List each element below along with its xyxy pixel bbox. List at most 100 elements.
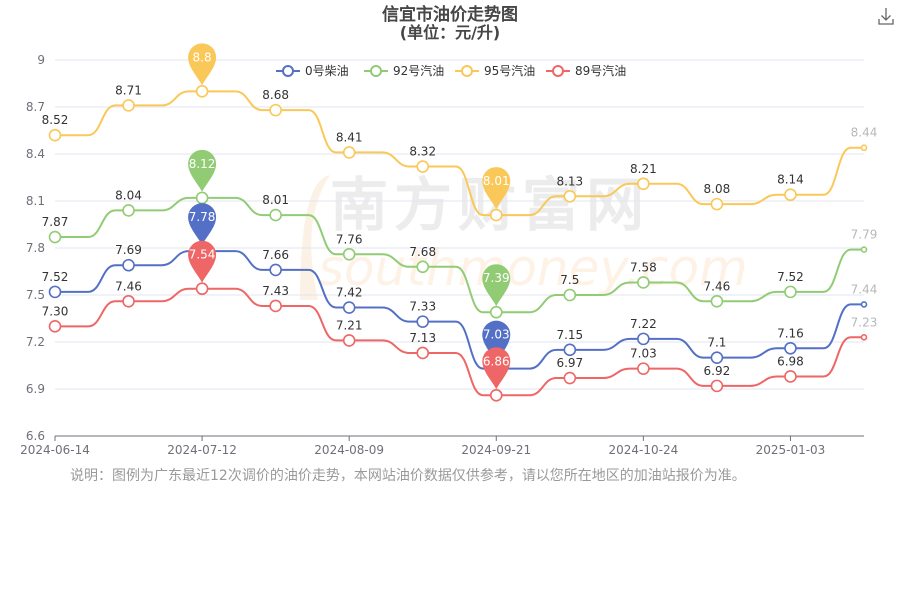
legend-marker — [552, 65, 564, 77]
data-point — [122, 258, 135, 272]
extreme-pin-label: 7.54 — [189, 248, 216, 262]
data-point — [269, 299, 282, 313]
x-tick-label: 2024-06-14 — [20, 443, 90, 457]
data-label: 8.01 — [262, 193, 289, 207]
data-point — [48, 285, 62, 299]
legend-item[interactable]: 95号汽油 — [455, 63, 535, 78]
y-tick-label: 9 — [37, 53, 45, 67]
data-labels: 7.52 7.69 7.66 7.42 7.33 7.15 7.22 7.1 7.16 7.44 7… — [42, 83, 878, 377]
data-point — [563, 371, 577, 385]
legend[interactable]: 0号柴油 92号汽油 95号汽油 89号汽油 — [276, 63, 626, 78]
chart-subtitle: (单位：元/升) — [400, 23, 500, 42]
y-tick-label: 6.6 — [26, 429, 45, 443]
data-point — [860, 144, 868, 152]
data-label: 7.46 — [704, 279, 731, 293]
data-point — [416, 160, 430, 173]
y-tick-label: 8.7 — [26, 100, 45, 114]
extreme-pin — [482, 347, 511, 390]
data-point — [489, 208, 503, 222]
extreme-pin-label: 8.12 — [189, 157, 216, 171]
data-label: 7.87 — [42, 215, 69, 229]
data-label: 7.33 — [409, 300, 436, 314]
data-point — [342, 146, 356, 159]
data-point — [710, 294, 724, 308]
download-button[interactable] — [875, 5, 897, 27]
extreme-pin-label: 6.86 — [483, 354, 510, 368]
watermark-en: southmoney.com — [318, 239, 748, 297]
data-point — [269, 103, 282, 117]
series-group — [48, 85, 868, 402]
data-label: 8.52 — [42, 113, 69, 127]
legend-item[interactable]: 89号汽油 — [546, 63, 626, 78]
extreme-pin-label: 8.8 — [193, 50, 212, 64]
series-line — [55, 90, 864, 217]
data-point — [48, 230, 62, 244]
data-label: 7.23 — [851, 315, 878, 329]
data-label: 6.98 — [777, 354, 804, 368]
data-point — [195, 282, 209, 296]
legend-marker — [370, 65, 382, 77]
extreme-pin — [482, 264, 511, 307]
legend-item[interactable]: 92号汽油 — [364, 63, 444, 78]
extreme-pin — [188, 149, 217, 192]
extreme-pin — [482, 320, 511, 363]
y-tick-label: 6.9 — [26, 382, 45, 396]
data-point — [489, 305, 503, 319]
data-label: 7.76 — [336, 232, 363, 246]
data-point — [637, 177, 650, 191]
legend-label: 95号汽油 — [484, 63, 535, 78]
data-label: 8.21 — [630, 162, 657, 176]
data-point — [860, 246, 868, 253]
data-label: 8.71 — [115, 83, 142, 97]
watermark-logo-swoosh — [300, 175, 330, 300]
data-label: 7.03 — [630, 347, 657, 361]
data-label: 7.52 — [777, 270, 804, 284]
legend-item[interactable]: 0号柴油 — [276, 64, 349, 78]
series-line-group — [48, 85, 868, 222]
data-label: 8.41 — [336, 130, 363, 144]
data-label: 7.15 — [556, 328, 583, 342]
legend-label: 89号汽油 — [575, 63, 626, 78]
series-line-group — [48, 191, 868, 319]
data-point — [416, 315, 430, 328]
data-point — [195, 85, 209, 98]
data-point — [563, 190, 577, 203]
data-label: 7.16 — [777, 326, 804, 340]
extreme-pin — [188, 240, 217, 283]
watermark: 南方财富网 southmoney.com — [300, 171, 748, 300]
extreme-pin — [188, 203, 217, 246]
chart-note: 说明：图例为广东最近12次调价的油价走势，本网站油价数据仅供参考，请以您所在地区… — [70, 468, 746, 484]
data-point — [710, 197, 724, 211]
data-label: 7.21 — [336, 318, 363, 332]
data-label: 8.14 — [777, 173, 804, 187]
legend-marker — [461, 65, 473, 77]
data-point — [637, 332, 650, 346]
data-label: 7.43 — [262, 284, 289, 298]
data-point — [342, 247, 356, 261]
extreme-pin-label: 8.01 — [483, 174, 510, 188]
data-point — [784, 370, 797, 383]
data-point — [563, 288, 577, 302]
data-label: 7.30 — [42, 304, 69, 318]
data-label: 8.68 — [262, 88, 289, 102]
data-point — [637, 362, 650, 375]
extreme-markers: 7.78 7.03 8.12 7.39 8.8 8.01 7.54 6.86 — [188, 43, 511, 390]
data-point — [342, 334, 356, 347]
data-point — [195, 191, 209, 205]
data-label: 7.69 — [115, 243, 142, 257]
data-label: 6.97 — [556, 356, 583, 370]
series-line-group — [48, 282, 868, 402]
x-tick-label: 2024-07-12 — [167, 443, 237, 457]
extreme-pin — [482, 167, 511, 210]
x-tick-label: 2024-10-24 — [608, 443, 678, 457]
extreme-pin — [188, 43, 217, 86]
y-axis: 6.6 6.9 7.2 7.5 7.8 8.1 8.4 8.7 9 — [26, 53, 45, 443]
data-label: 7.68 — [409, 245, 436, 259]
y-tick-label: 8.4 — [26, 147, 45, 161]
data-point — [860, 333, 868, 341]
data-point — [122, 294, 135, 308]
data-point — [710, 379, 724, 393]
y-tick-label: 7.8 — [26, 241, 45, 255]
data-point — [563, 343, 577, 357]
